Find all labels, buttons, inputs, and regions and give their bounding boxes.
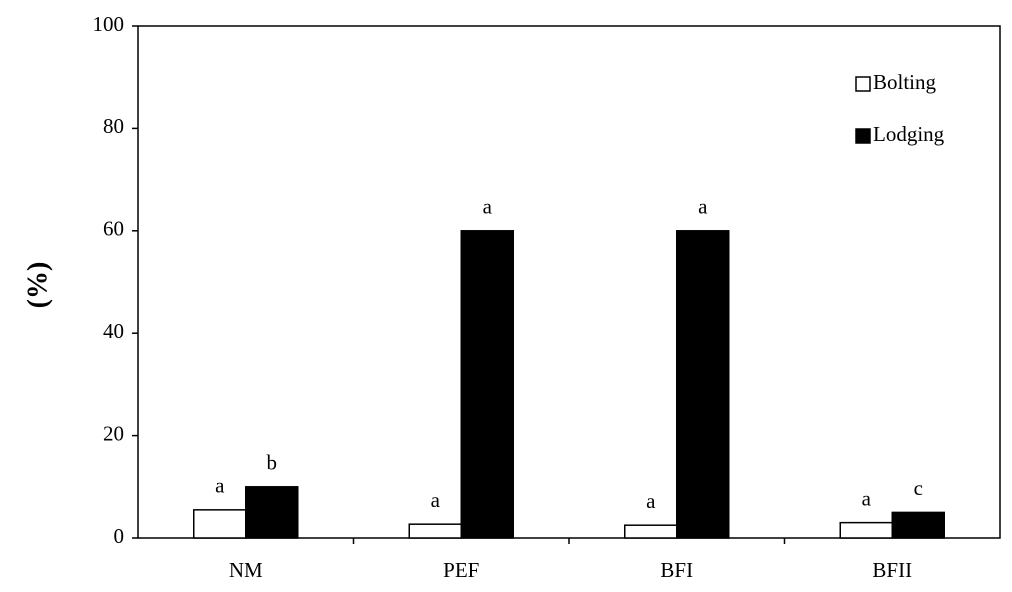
bar (839, 521, 893, 539)
legend-label: Lodging (873, 122, 945, 146)
bar-letter: b (267, 451, 278, 475)
y-tick-label: 20 (103, 421, 124, 445)
bar (408, 523, 462, 539)
bar-letter: a (483, 195, 493, 219)
y-tick-label: 80 (103, 114, 124, 138)
bar (676, 230, 730, 539)
bar-letter: c (914, 476, 923, 500)
legend-label: Bolting (873, 70, 937, 94)
bar-letter: a (431, 488, 441, 512)
y-tick-label: 60 (103, 217, 124, 241)
bar-letter: a (862, 486, 872, 510)
bar (245, 486, 299, 539)
bar-letter: a (698, 195, 708, 219)
bar (460, 230, 514, 539)
x-tick-label: PEF (443, 558, 479, 582)
bar (891, 511, 945, 539)
x-tick-label: BFI (660, 558, 693, 582)
legend-swatch (855, 128, 871, 144)
bar (624, 524, 678, 539)
y-tick-label: 100 (93, 12, 125, 36)
bar-letter: a (215, 474, 225, 498)
x-tick-label: NM (229, 558, 263, 582)
y-axis-label: (%) (22, 262, 53, 309)
bar-letter: a (646, 489, 656, 513)
legend-swatch (855, 76, 871, 92)
y-tick-label: 40 (103, 319, 124, 343)
y-tick-label: 0 (114, 524, 125, 548)
x-tick-label: BFII (872, 558, 912, 582)
bar (193, 509, 247, 539)
